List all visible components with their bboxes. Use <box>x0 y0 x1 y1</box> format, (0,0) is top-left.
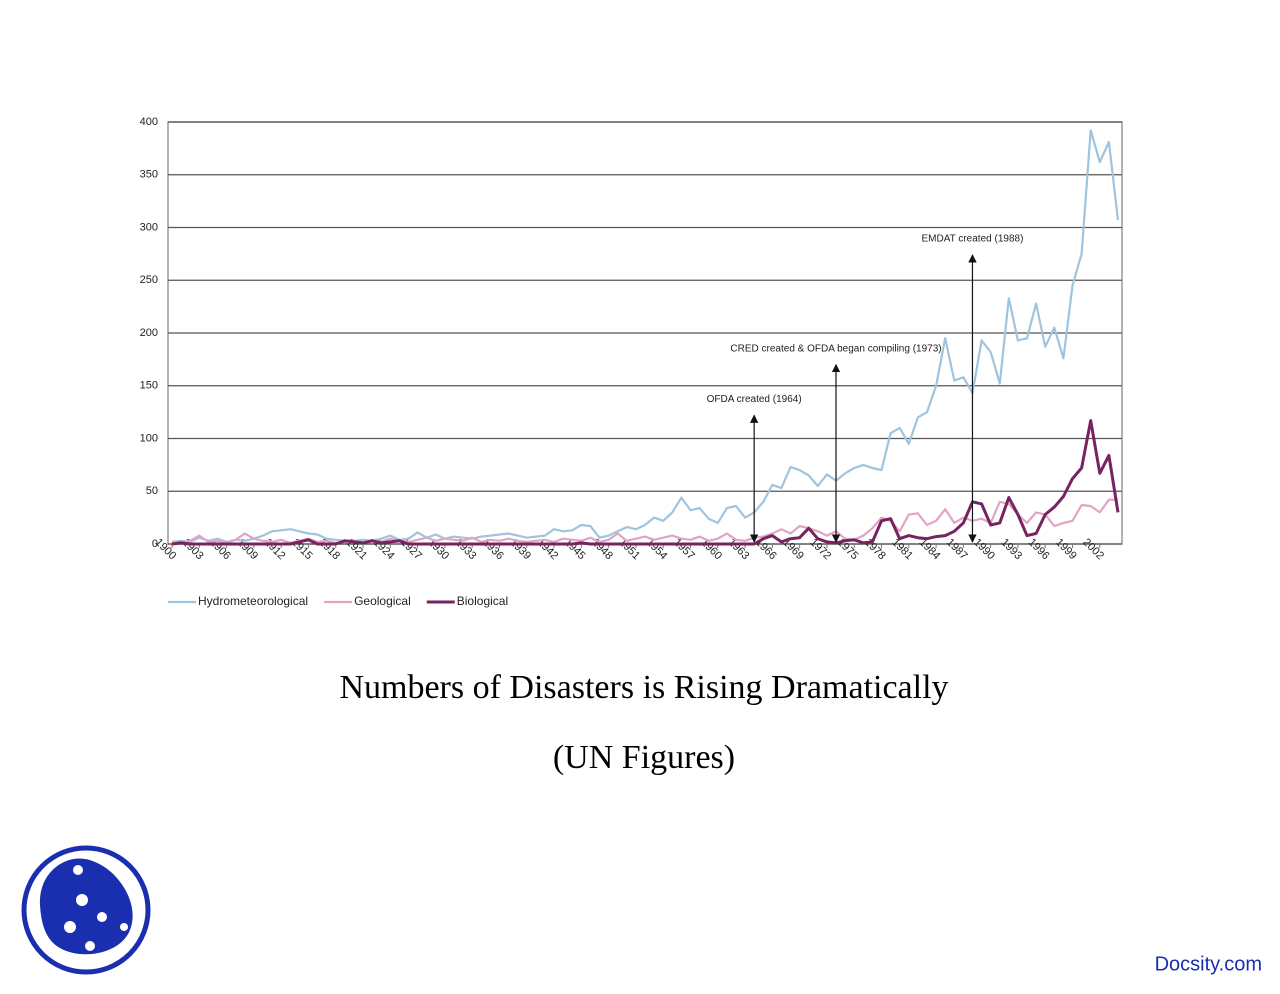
x-tick-label: 1978 <box>862 536 888 562</box>
y-tick-label: 200 <box>140 327 158 339</box>
caption-title: Numbers of Disasters is Rising Dramatica… <box>339 669 948 706</box>
y-tick-label: 250 <box>140 274 158 286</box>
x-tick-label: 1996 <box>1026 536 1052 562</box>
x-tick-label: 1966 <box>753 536 779 562</box>
y-tick-label: 0 <box>152 538 158 550</box>
y-tick-label: 400 <box>140 116 158 128</box>
y-tick-label: 350 <box>140 169 158 181</box>
annotation-text: OFDA created (1964) <box>707 394 802 405</box>
logo <box>21 845 151 975</box>
legend-label: Geological <box>354 594 411 608</box>
legend-label: Hydrometeorological <box>198 594 308 608</box>
series-line <box>171 498 1118 544</box>
series-line <box>171 419 1120 546</box>
y-tick-label: 300 <box>140 221 158 233</box>
y-tick-label: 150 <box>140 380 158 392</box>
x-tick-label: 1999 <box>1053 536 1079 562</box>
caption-subtitle: (UN Figures) <box>553 739 735 776</box>
annotation-text: EMDAT created (1988) <box>922 234 1024 245</box>
x-tick-label: 1993 <box>998 536 1024 562</box>
legend-label: Biological <box>457 594 508 608</box>
y-tick-label: 50 <box>146 485 158 497</box>
annotation-text: CRED created & OFDA began compiling (197… <box>730 343 941 354</box>
brand: Docsity.com <box>1155 953 1262 975</box>
x-tick-label: 1957 <box>671 536 697 562</box>
y-tick-label: 100 <box>140 432 158 444</box>
x-tick-label: 2002 <box>1080 536 1106 562</box>
series-line <box>171 129 1120 543</box>
x-tick-label: 1981 <box>889 536 915 562</box>
x-tick-label: 1987 <box>944 536 970 562</box>
x-tick-label: 1990 <box>971 536 997 562</box>
x-tick-label: 1984 <box>917 536 943 562</box>
